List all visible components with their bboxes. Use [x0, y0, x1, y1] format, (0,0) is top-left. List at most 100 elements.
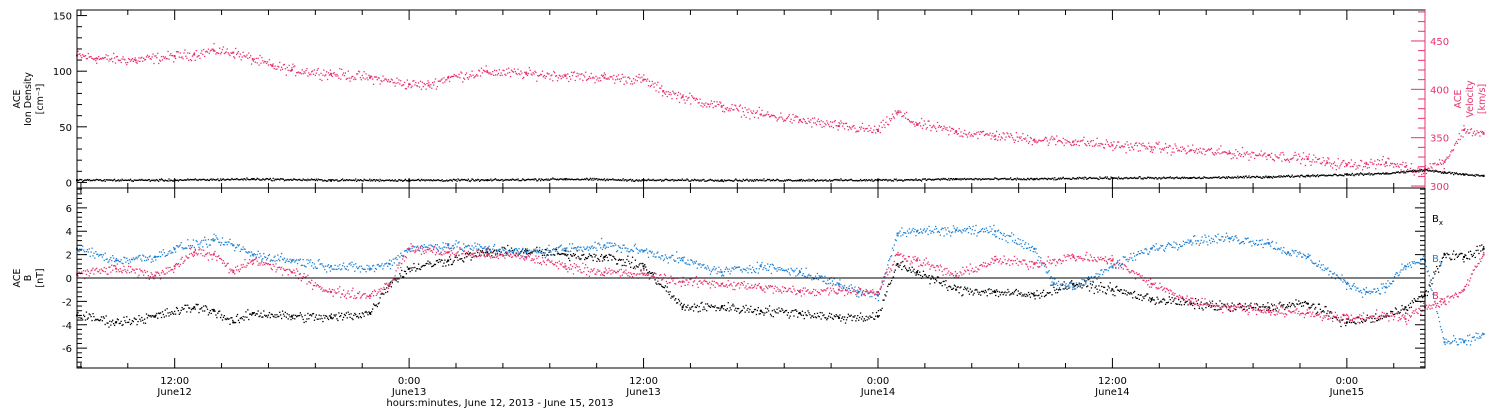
- scatter-dot: [290, 70, 292, 72]
- scatter-dot: [615, 179, 617, 181]
- scatter-dot: [990, 178, 992, 180]
- scatter-dot: [121, 58, 123, 60]
- scatter-dot: [1336, 319, 1338, 321]
- scatter-dot: [168, 58, 170, 60]
- scatter-dot: [934, 178, 936, 181]
- data-point: [369, 267, 372, 270]
- scatter-dot: [466, 76, 469, 79]
- scatter-dot: [860, 318, 863, 320]
- scatter-dot: [1081, 287, 1083, 289]
- scatter-dot: [1094, 286, 1096, 289]
- scatter-dot: [1213, 176, 1215, 179]
- scatter-dot: [134, 57, 136, 59]
- scatter-dot: [95, 179, 97, 181]
- scatter-dot: [868, 318, 870, 320]
- scatter-dot: [1405, 312, 1407, 314]
- scatter-dot: [768, 178, 771, 181]
- scatter-dot: [658, 283, 660, 285]
- scatter-dot: [930, 130, 932, 132]
- scatter-dot: [411, 85, 413, 87]
- scatter-dot: [1052, 284, 1054, 286]
- scatter-dot: [1036, 290, 1038, 292]
- scatter-dot: [172, 180, 174, 182]
- scatter-dot: [1377, 172, 1380, 174]
- scatter-dot: [348, 313, 350, 316]
- scatter-dot: [1335, 168, 1337, 171]
- scatter-dot: [506, 68, 508, 70]
- scatter-dot: [696, 304, 698, 307]
- scatter-dot: [1168, 177, 1170, 179]
- scatter-dot: [1254, 157, 1256, 160]
- scatter-dot: [545, 75, 547, 78]
- scatter-dot: [980, 179, 982, 181]
- scatter-dot: [1015, 179, 1018, 181]
- scatter-dot: [1351, 172, 1353, 175]
- scatter-dot: [763, 178, 765, 180]
- scatter-dot: [710, 100, 713, 102]
- scatter-dot: [874, 318, 876, 320]
- scatter-dot: [294, 65, 296, 67]
- scatter-dot: [528, 179, 530, 181]
- scatter-dot: [637, 266, 639, 268]
- scatter-dot: [630, 178, 632, 181]
- data-point: [564, 253, 567, 256]
- scatter-dot: [94, 257, 96, 259]
- scatter-dot: [1395, 165, 1398, 168]
- data-point: [1345, 173, 1348, 176]
- scatter-dot: [282, 259, 285, 261]
- scatter-dot: [467, 254, 469, 256]
- scatter-dot: [629, 78, 631, 80]
- scatter-dot: [1425, 168, 1428, 171]
- scatter-dot: [1192, 144, 1194, 146]
- scatter-dot: [758, 313, 760, 315]
- scatter-dot: [508, 179, 511, 181]
- scatter-dot: [846, 179, 849, 182]
- scatter-dot: [1482, 249, 1484, 251]
- scatter-dot: [698, 101, 700, 104]
- scatter-dot: [1472, 132, 1474, 134]
- scatter-dot: [430, 179, 432, 181]
- scatter-dot: [1299, 155, 1301, 157]
- scatter-dot: [848, 315, 850, 317]
- scatter-dot: [1435, 270, 1437, 272]
- scatter-dot: [1303, 175, 1306, 178]
- scatter-dot: [1230, 158, 1232, 160]
- scatter-dot: [1481, 174, 1483, 177]
- scatter-dot: [762, 115, 764, 117]
- scatter-dot: [639, 262, 641, 265]
- scatter-dot: [399, 83, 401, 85]
- scatter-dot: [824, 179, 826, 181]
- scatter-dot: [772, 316, 774, 318]
- scatter-dot: [679, 93, 682, 95]
- scatter-dot: [606, 256, 608, 259]
- scatter-dot: [269, 177, 272, 180]
- scatter-dot: [763, 314, 765, 316]
- scatter-dot: [615, 179, 618, 181]
- scatter-dot: [1345, 173, 1347, 175]
- scatter-dot: [89, 255, 91, 258]
- scatter-dot: [683, 179, 685, 181]
- scatter-dot: [134, 179, 136, 181]
- scatter-dot: [173, 310, 176, 313]
- scatter-dot: [1239, 176, 1241, 178]
- scatter-dot: [723, 179, 726, 181]
- scatter-dot: [352, 75, 354, 78]
- scatter-dot: [437, 80, 439, 82]
- scatter-dot: [263, 178, 265, 181]
- scatter-dot: [596, 79, 598, 81]
- scatter-dot: [286, 66, 288, 69]
- scatter-dot: [1175, 177, 1177, 179]
- scatter-dot: [423, 265, 425, 267]
- scatter-dot: [799, 118, 802, 121]
- scatter-dot: [428, 179, 430, 181]
- scatter-dot: [1288, 302, 1291, 304]
- scatter-dot: [943, 125, 945, 127]
- scatter-dot: [1483, 132, 1485, 134]
- scatter-dot: [1341, 161, 1343, 164]
- scatter-dot: [1476, 174, 1478, 176]
- scatter-dot: [313, 69, 316, 71]
- scatter-dot: [499, 179, 501, 181]
- scatter-dot: [325, 265, 327, 267]
- scatter-dot: [214, 179, 216, 181]
- scatter-dot: [376, 179, 378, 181]
